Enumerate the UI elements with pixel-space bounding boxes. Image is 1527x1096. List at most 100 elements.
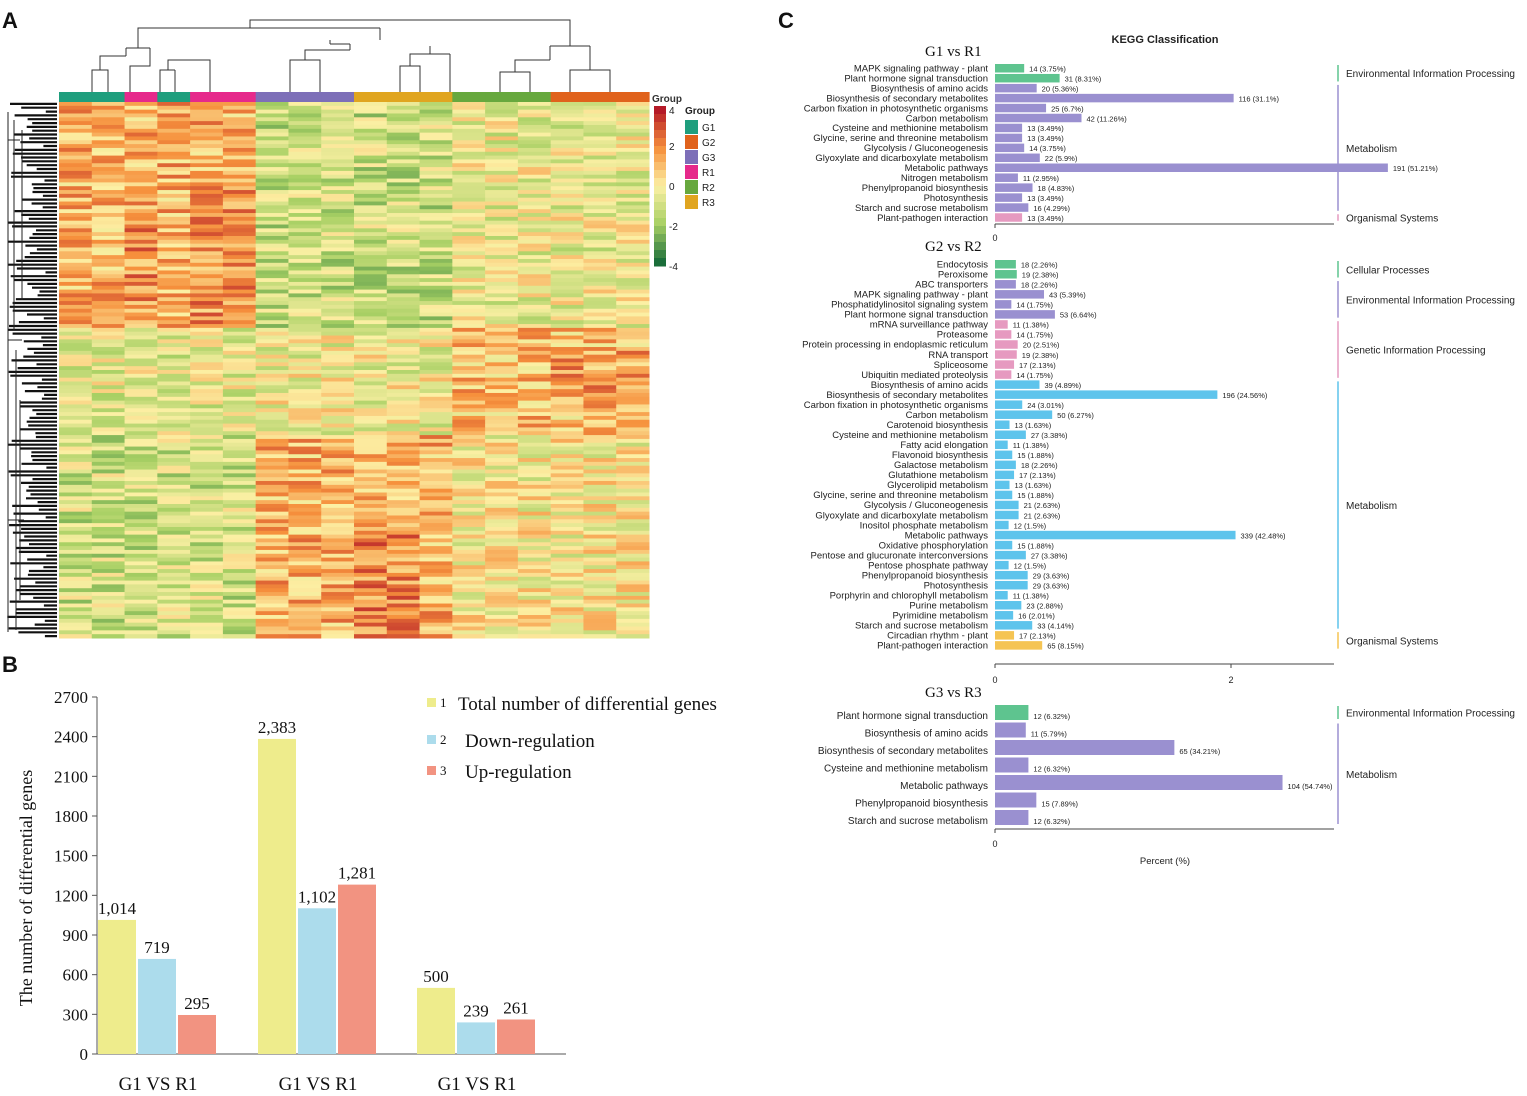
heat-cell bbox=[386, 350, 421, 356]
heat-cell bbox=[354, 205, 388, 210]
heat-cell bbox=[124, 358, 158, 363]
heat-cell bbox=[190, 113, 224, 118]
heat-cell bbox=[517, 549, 552, 555]
heat-cell bbox=[485, 121, 519, 126]
heat-cell bbox=[321, 618, 355, 624]
heat-cell bbox=[255, 312, 289, 317]
heat-cell bbox=[59, 408, 93, 413]
heat-cell bbox=[583, 147, 617, 153]
heat-cell bbox=[91, 572, 126, 578]
heat-cell bbox=[255, 423, 289, 428]
heat-cell bbox=[550, 565, 584, 570]
heat-cell bbox=[452, 105, 486, 111]
heat-cell bbox=[190, 611, 224, 616]
heat-cell bbox=[354, 461, 388, 467]
heat-cell bbox=[59, 561, 93, 566]
heat-cell bbox=[452, 569, 486, 574]
heat-cell bbox=[419, 626, 453, 631]
heat-cell bbox=[452, 163, 486, 168]
heat-cell bbox=[222, 534, 257, 539]
heat-cell bbox=[255, 297, 289, 302]
heat-cell bbox=[157, 170, 191, 176]
color-scale-step bbox=[654, 234, 666, 243]
heat-cell bbox=[517, 167, 552, 172]
heat-cell bbox=[255, 109, 289, 114]
heat-cell bbox=[190, 400, 224, 405]
heat-cell bbox=[583, 415, 617, 421]
heat-cell bbox=[452, 588, 486, 593]
heat-cell bbox=[485, 385, 519, 390]
heat-cell bbox=[222, 396, 257, 402]
heat-cell bbox=[550, 182, 584, 187]
heat-cell bbox=[419, 324, 453, 329]
heat-cell bbox=[550, 557, 584, 562]
heat-cell bbox=[419, 473, 453, 478]
heat-cell bbox=[288, 431, 322, 436]
heat-cell bbox=[517, 412, 552, 417]
heat-cell bbox=[59, 339, 93, 344]
heat-cell bbox=[59, 534, 93, 539]
heat-cell bbox=[354, 484, 388, 490]
heat-cell bbox=[452, 354, 486, 360]
heat-cell bbox=[583, 488, 617, 494]
heat-cell bbox=[517, 155, 552, 160]
heat-cell bbox=[157, 634, 191, 639]
heat-cell bbox=[452, 285, 486, 291]
heat-cell bbox=[616, 450, 650, 455]
heat-cell bbox=[616, 500, 650, 505]
heat-cell bbox=[157, 492, 191, 497]
heat-cell bbox=[616, 580, 650, 585]
heat-cell bbox=[616, 147, 650, 153]
heat-cell bbox=[550, 580, 584, 585]
heat-cell bbox=[124, 492, 158, 497]
heat-cell bbox=[452, 412, 486, 417]
heat-cell bbox=[419, 622, 453, 628]
heat-cell bbox=[583, 446, 617, 451]
heat-cell bbox=[288, 561, 322, 566]
heat-cell bbox=[288, 557, 322, 562]
heat-cell bbox=[616, 343, 650, 348]
heat-cell bbox=[157, 262, 191, 268]
pathway-label: Phenylpropanoid biosynthesis bbox=[855, 799, 988, 810]
heat-cell bbox=[222, 312, 257, 317]
heat-cell bbox=[91, 469, 126, 474]
heat-cell bbox=[452, 446, 486, 451]
heat-cell bbox=[222, 630, 257, 635]
heat-cell bbox=[222, 285, 257, 291]
heat-cell bbox=[386, 113, 421, 118]
pathway-count-label: 20 (5.36%) bbox=[1042, 84, 1079, 93]
heat-cell bbox=[583, 565, 617, 570]
heat-cell bbox=[321, 170, 355, 176]
heat-cell bbox=[190, 316, 224, 321]
heat-cell bbox=[321, 530, 355, 536]
heat-cell bbox=[517, 446, 552, 451]
heat-cell bbox=[288, 174, 322, 180]
heat-cell bbox=[616, 576, 650, 582]
pathway-count-label: 11 (1.38%) bbox=[1013, 591, 1050, 600]
heat-cell bbox=[321, 350, 355, 356]
heat-cell bbox=[321, 147, 355, 153]
color-scale-tick: -2 bbox=[669, 222, 678, 233]
heat-cell bbox=[583, 347, 617, 352]
heat-cell bbox=[59, 526, 93, 532]
heat-cell bbox=[222, 247, 257, 252]
heat-cell bbox=[550, 320, 584, 325]
heat-cell bbox=[321, 431, 355, 436]
heat-cell bbox=[124, 232, 158, 237]
heat-cell bbox=[616, 438, 650, 444]
heat-cell bbox=[550, 124, 584, 130]
pathway-bar bbox=[995, 740, 1175, 755]
heat-cell bbox=[255, 576, 289, 582]
heat-cell bbox=[583, 450, 617, 455]
heat-cell bbox=[386, 312, 421, 317]
heat-cell bbox=[354, 270, 388, 275]
heat-cell bbox=[157, 293, 191, 298]
heat-cell bbox=[419, 557, 453, 562]
heat-cell bbox=[485, 446, 519, 451]
heat-cell bbox=[354, 220, 388, 226]
heat-cell bbox=[616, 595, 650, 601]
heat-cell bbox=[452, 147, 486, 153]
heat-cell bbox=[124, 362, 158, 367]
heat-cell bbox=[583, 385, 617, 390]
y-tick-label: 1200 bbox=[54, 886, 88, 905]
